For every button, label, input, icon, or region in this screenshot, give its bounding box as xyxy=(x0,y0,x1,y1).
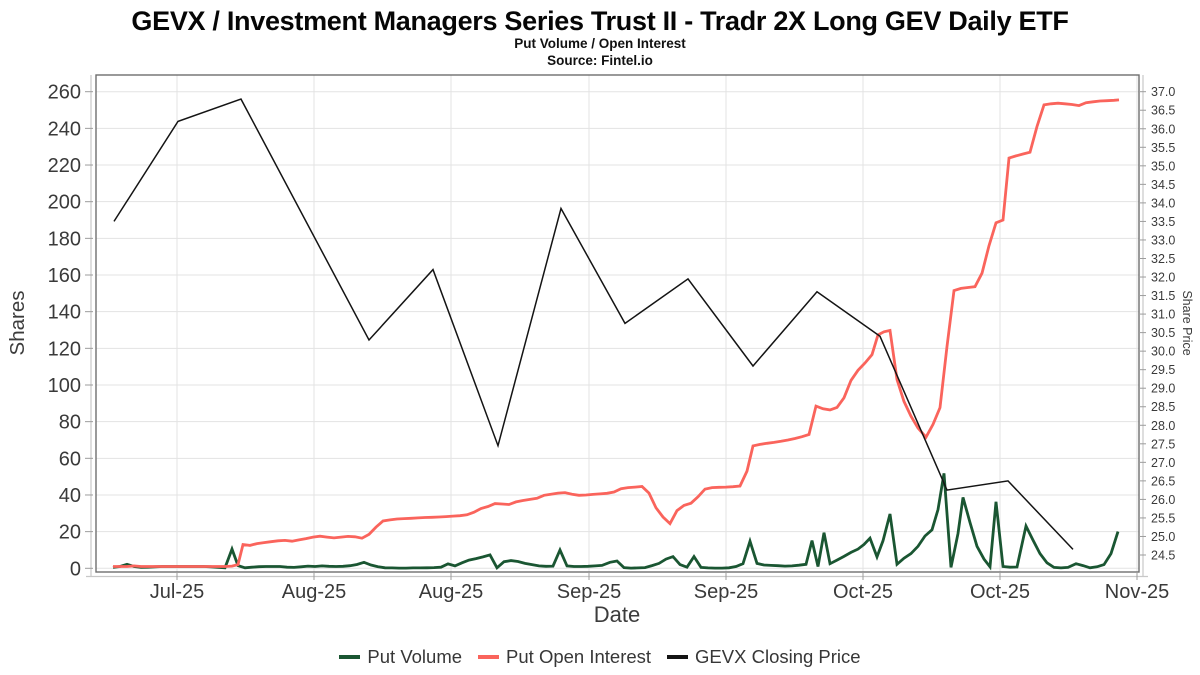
left-axis-ticks xyxy=(85,91,93,569)
svg-text:30.5: 30.5 xyxy=(1151,326,1175,340)
legend-item-put-open-interest[interactable]: Put Open Interest xyxy=(478,646,651,668)
legend-label: Put Open Interest xyxy=(506,646,652,667)
x-axis-title: Date xyxy=(594,602,640,627)
svg-text:33.0: 33.0 xyxy=(1151,233,1175,247)
svg-text:20: 20 xyxy=(59,522,81,544)
svg-text:220: 220 xyxy=(48,155,81,177)
svg-text:100: 100 xyxy=(48,375,81,397)
svg-text:200: 200 xyxy=(48,192,81,214)
svg-text:260: 260 xyxy=(48,82,81,104)
chart-legend: Put Volume Put Open Interest GEVX Closin… xyxy=(0,646,1200,668)
right-axis-ticks xyxy=(1139,91,1146,556)
svg-text:Aug-25: Aug-25 xyxy=(419,581,484,603)
svg-text:24.5: 24.5 xyxy=(1151,549,1175,563)
right-axis-labels: 24.5 25.0 25.5 26.0 26.5 27.0 27.5 28.0 28.5 29.0… xyxy=(1151,85,1175,562)
x-axis-labels: Jul-25 Aug-25 Aug-25 Sep-25 Sep-25 Oct-25 Oct-… xyxy=(150,581,1169,603)
svg-text:37.0: 37.0 xyxy=(1151,85,1175,99)
svg-text:35.0: 35.0 xyxy=(1151,159,1175,173)
svg-text:Sep-25: Sep-25 xyxy=(557,581,622,603)
right-axis-title: Share Price xyxy=(1180,290,1194,355)
svg-text:32.5: 32.5 xyxy=(1151,252,1175,266)
legend-label: GEVX Closing Price xyxy=(695,646,861,667)
svg-text:31.5: 31.5 xyxy=(1151,289,1175,303)
svg-text:34.5: 34.5 xyxy=(1151,178,1175,192)
left-axis-title: Shares xyxy=(6,291,29,356)
series-line-gevx-closing-price xyxy=(113,98,1074,550)
legend-label: Put Volume xyxy=(367,646,463,667)
plot-panel-border xyxy=(95,74,1140,573)
svg-text:32.0: 32.0 xyxy=(1151,271,1175,285)
svg-text:34.0: 34.0 xyxy=(1151,196,1175,210)
svg-text:240: 240 xyxy=(48,118,81,140)
svg-text:Sep-25: Sep-25 xyxy=(694,581,759,603)
svg-text:33.5: 33.5 xyxy=(1151,215,1175,229)
svg-text:26.5: 26.5 xyxy=(1151,474,1175,488)
svg-text:140: 140 xyxy=(48,302,81,324)
series-line-put-open-interest xyxy=(113,98,1120,568)
svg-text:27.0: 27.0 xyxy=(1151,456,1175,470)
svg-text:28.0: 28.0 xyxy=(1151,419,1175,433)
page-title: GEVX / Investment Managers Series Trust … xyxy=(131,6,1068,36)
svg-text:36.0: 36.0 xyxy=(1151,122,1175,136)
svg-text:27.5: 27.5 xyxy=(1151,437,1175,451)
series-lines xyxy=(112,98,1120,571)
vertical-gridlines xyxy=(176,75,1138,572)
put-volume-swatch-icon xyxy=(339,655,361,659)
left-axis-labels: 0 20 40 60 80 100 120 140 160 180 200 220 240 260 xyxy=(48,82,81,581)
x-axis-ticks xyxy=(176,572,1138,580)
svg-text:26.0: 26.0 xyxy=(1151,493,1175,507)
svg-text:Jul-25: Jul-25 xyxy=(150,581,204,603)
svg-text:120: 120 xyxy=(48,338,81,360)
svg-text:180: 180 xyxy=(48,228,81,250)
svg-text:160: 160 xyxy=(48,265,81,287)
svg-text:31.0: 31.0 xyxy=(1151,308,1175,322)
svg-text:25.0: 25.0 xyxy=(1151,530,1175,544)
svg-text:29.5: 29.5 xyxy=(1151,363,1175,377)
svg-text:Oct-25: Oct-25 xyxy=(833,581,893,603)
horizontal-gridlines xyxy=(96,91,1139,569)
chart-source: Source: Fintel.io xyxy=(547,53,653,68)
legend-item-put-volume[interactable]: Put Volume xyxy=(339,646,462,668)
svg-text:28.5: 28.5 xyxy=(1151,400,1175,414)
put-open-interest-swatch-icon xyxy=(478,655,500,659)
svg-text:60: 60 xyxy=(59,448,81,470)
svg-text:80: 80 xyxy=(59,412,81,434)
gevx-closing-price-swatch-icon xyxy=(667,655,689,659)
chart-subtitle: Put Volume / Open Interest xyxy=(514,36,686,51)
svg-text:40: 40 xyxy=(59,485,81,507)
svg-text:35.5: 35.5 xyxy=(1151,141,1175,155)
svg-text:25.5: 25.5 xyxy=(1151,511,1175,525)
svg-text:30.0: 30.0 xyxy=(1151,345,1175,359)
legend-item-gevx-closing-price[interactable]: GEVX Closing Price xyxy=(667,646,861,668)
svg-text:Oct-25: Oct-25 xyxy=(970,581,1030,603)
svg-text:36.5: 36.5 xyxy=(1151,104,1175,118)
series-line-put-volume xyxy=(112,473,1120,571)
svg-text:Nov-25: Nov-25 xyxy=(1105,581,1169,603)
svg-text:29.0: 29.0 xyxy=(1151,382,1175,396)
svg-text:0: 0 xyxy=(70,558,81,580)
svg-text:Aug-25: Aug-25 xyxy=(282,581,347,603)
